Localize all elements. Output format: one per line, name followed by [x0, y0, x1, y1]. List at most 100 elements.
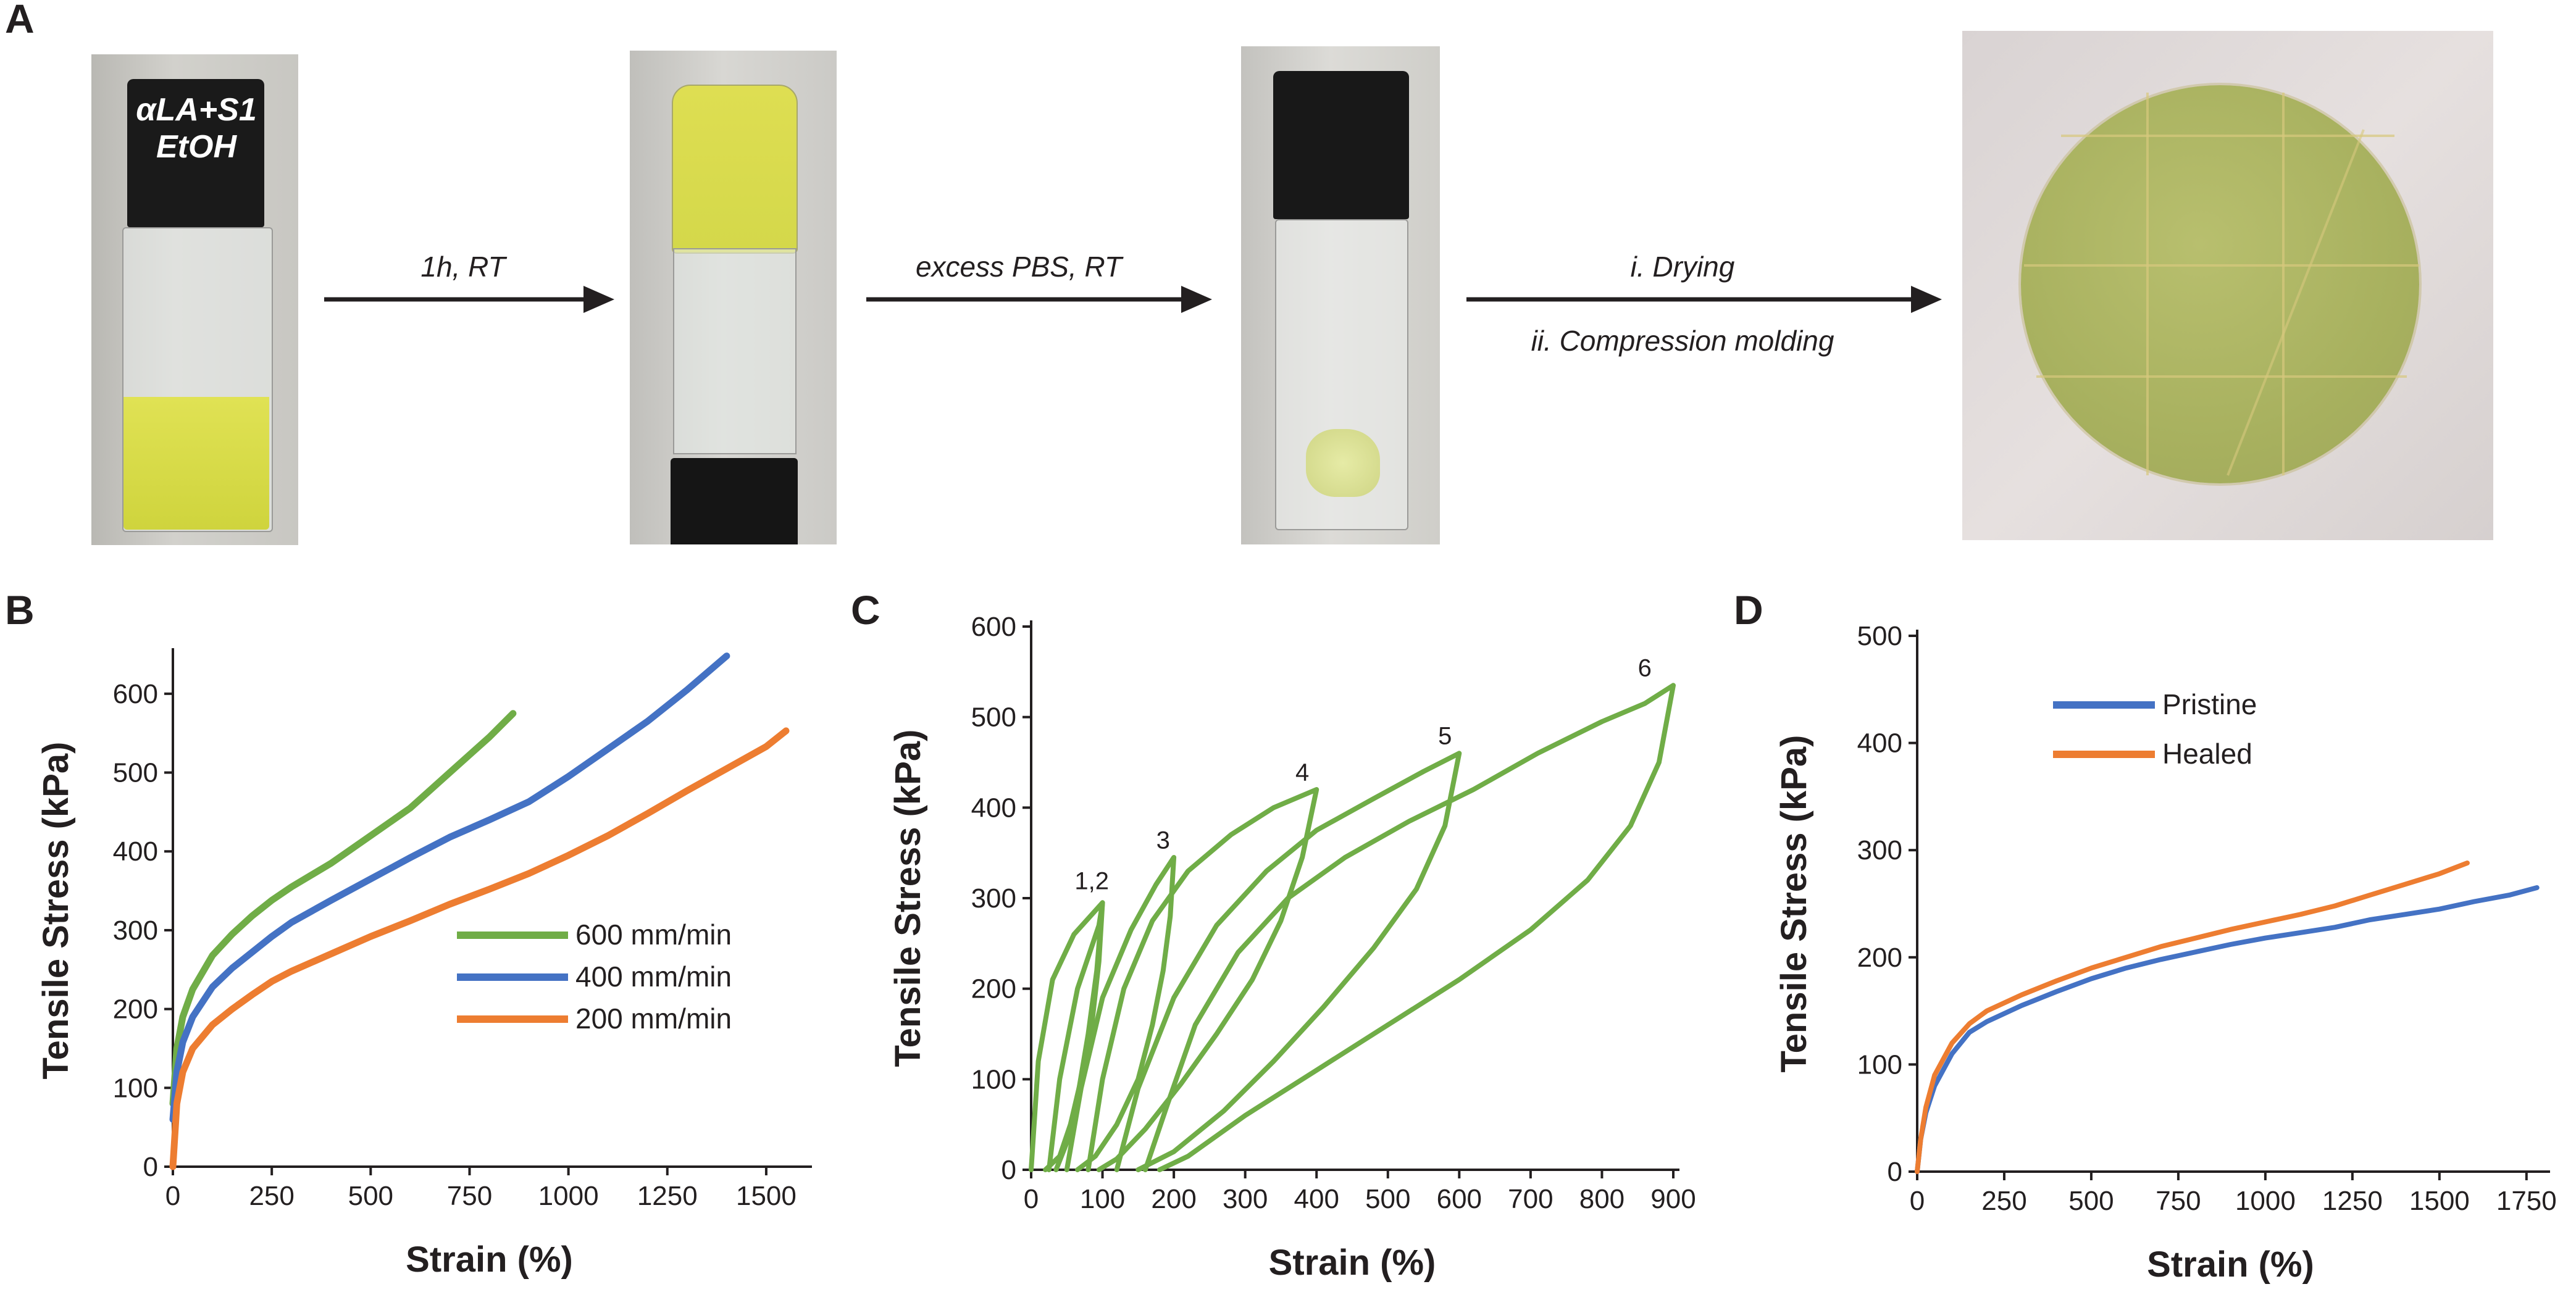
x-tick-label: 1000 — [2235, 1186, 2296, 1216]
curve-annotation: 6 — [1638, 655, 1652, 682]
y-tick-label: 0 — [1002, 1155, 1016, 1185]
legend-label: 400 mm/min — [575, 961, 732, 993]
vial-1-label: αLA+S1 EtOH — [117, 91, 275, 165]
y-tick-label: 300 — [1857, 835, 1902, 865]
series-line — [1915, 861, 2470, 1174]
vial-1-cap — [127, 79, 264, 227]
x-tick-label: 0 — [165, 1181, 180, 1211]
series-line — [169, 710, 517, 1107]
x-tick-label: 750 — [447, 1181, 492, 1211]
vial-2-photo — [630, 51, 837, 544]
y-tick-label: 0 — [1888, 1157, 1902, 1187]
x-tick-label: 1500 — [736, 1181, 797, 1211]
x-tick-label: 500 — [2068, 1186, 2114, 1216]
legend-label: Healed — [2162, 738, 2252, 770]
step-1-label: 1h, RT — [420, 251, 506, 283]
x-tick-label: 500 — [348, 1181, 393, 1211]
panel-a-letter: A — [5, 0, 35, 41]
y-tick-label: 300 — [971, 883, 1016, 914]
vial-3-gel — [1306, 429, 1380, 497]
curve-annotation: 1,2 — [1074, 867, 1109, 894]
series-line — [1085, 787, 1319, 1172]
vial-2-body — [673, 248, 797, 454]
panel-b-letter: B — [5, 587, 35, 633]
x-tick-label: 800 — [1579, 1184, 1625, 1214]
y-tick-label: 300 — [113, 915, 158, 946]
series-line — [1064, 855, 1177, 1172]
vial-1-photo — [91, 54, 298, 545]
y-axis-label: Tensile Stress (kPa) — [1774, 735, 1814, 1073]
y-tick-label: 200 — [113, 994, 158, 1025]
legend-label: 200 mm/min — [575, 1002, 732, 1035]
x-tick-label: 300 — [1223, 1184, 1268, 1214]
y-tick-label: 400 — [113, 836, 158, 867]
panel-d-letter: D — [1734, 587, 1763, 633]
chart-b: 0 100 200 300 400 500 600 0 250 500 750 1000 1250 150… — [36, 648, 812, 1280]
y-tick-label: 400 — [1857, 728, 1902, 759]
y-tick-label: 0 — [143, 1152, 158, 1182]
curve-annotation: 4 — [1295, 759, 1309, 786]
chart-c: 0 100 200 300 400 500 600 0 100 200 300 400 500 600 70… — [888, 612, 1696, 1283]
y-tick-label: 600 — [113, 679, 158, 709]
series-line — [1046, 900, 1105, 1172]
y-tick-label: 600 — [971, 612, 1016, 642]
curve-annotation: 3 — [1156, 827, 1170, 854]
y-axis-label: Tensile Stress (kPa) — [36, 742, 76, 1080]
legend-label: Pristine — [2162, 688, 2257, 720]
x-tick-label: 600 — [1437, 1184, 1482, 1214]
y-tick-label: 200 — [1857, 943, 1902, 973]
x-tick-label: 750 — [2156, 1186, 2201, 1216]
step-2-label: excess PBS, RT — [915, 251, 1123, 283]
x-tick-label: 0 — [1910, 1186, 1925, 1216]
x-tick-label: 900 — [1650, 1184, 1696, 1214]
vial-label-line2: EtOH — [156, 129, 236, 165]
vial-2-cap — [671, 458, 798, 544]
curve-annotation: 5 — [1438, 723, 1452, 750]
series-line — [1142, 683, 1676, 1172]
x-tick-label: 100 — [1080, 1184, 1125, 1214]
y-tick-label: 100 — [113, 1073, 158, 1103]
arrow-2-icon — [866, 286, 1212, 313]
panel-c-letter: C — [851, 587, 880, 633]
x-tick-label: 0 — [1024, 1184, 1039, 1214]
x-tick-label: 200 — [1151, 1184, 1196, 1214]
step-3-label-1: i. Drying — [1630, 251, 1735, 283]
step-3-label-2: ii. Compression molding — [1531, 325, 1834, 357]
film-photo — [1962, 31, 2493, 540]
legend-label: 600 mm/min — [575, 919, 732, 951]
x-tick-label: 250 — [249, 1181, 294, 1211]
x-axis-label: Strain (%) — [1269, 1243, 1436, 1283]
arrow-1-icon — [324, 286, 614, 313]
series-line — [1915, 885, 2540, 1174]
vial-label-line1: αLA+S1 — [136, 92, 257, 128]
y-tick-label: 500 — [1857, 621, 1902, 651]
vial-2-liquid — [672, 85, 798, 254]
x-tick-label: 400 — [1294, 1184, 1339, 1214]
series-line — [1114, 751, 1462, 1172]
y-tick-label: 100 — [1857, 1049, 1902, 1080]
x-tick-label: 1500 — [2409, 1186, 2470, 1216]
y-tick-label: 200 — [971, 974, 1016, 1004]
y-axis-label: Tensile Stress (kPa) — [888, 730, 928, 1067]
y-tick-label: 100 — [971, 1064, 1016, 1094]
vial-3-photo — [1241, 46, 1440, 544]
vial-3-cap — [1273, 71, 1409, 219]
x-axis-label: Strain (%) — [2147, 1244, 2314, 1285]
x-tick-label: 700 — [1508, 1184, 1553, 1214]
x-axis-label: Strain (%) — [406, 1240, 573, 1280]
film-grid-lines — [2024, 93, 2419, 476]
x-tick-label: 250 — [1981, 1186, 2026, 1216]
arrow-3-icon — [1466, 286, 1942, 313]
vial-1-liquid — [123, 397, 269, 530]
x-tick-label: 1000 — [538, 1181, 599, 1211]
x-tick-label: 1250 — [2322, 1186, 2383, 1216]
x-tick-label: 500 — [1365, 1184, 1410, 1214]
series-line — [169, 727, 790, 1170]
y-tick-label: 500 — [113, 758, 158, 788]
y-tick-label: 500 — [971, 702, 1016, 733]
film-disc — [2021, 85, 2419, 483]
series-line — [169, 652, 730, 1123]
y-tick-label: 400 — [971, 793, 1016, 823]
chart-d: 0 100 200 300 400 500 0 250 500 750 1000 1250 1500 17… — [1774, 621, 2557, 1285]
x-tick-label: 1250 — [637, 1181, 698, 1211]
